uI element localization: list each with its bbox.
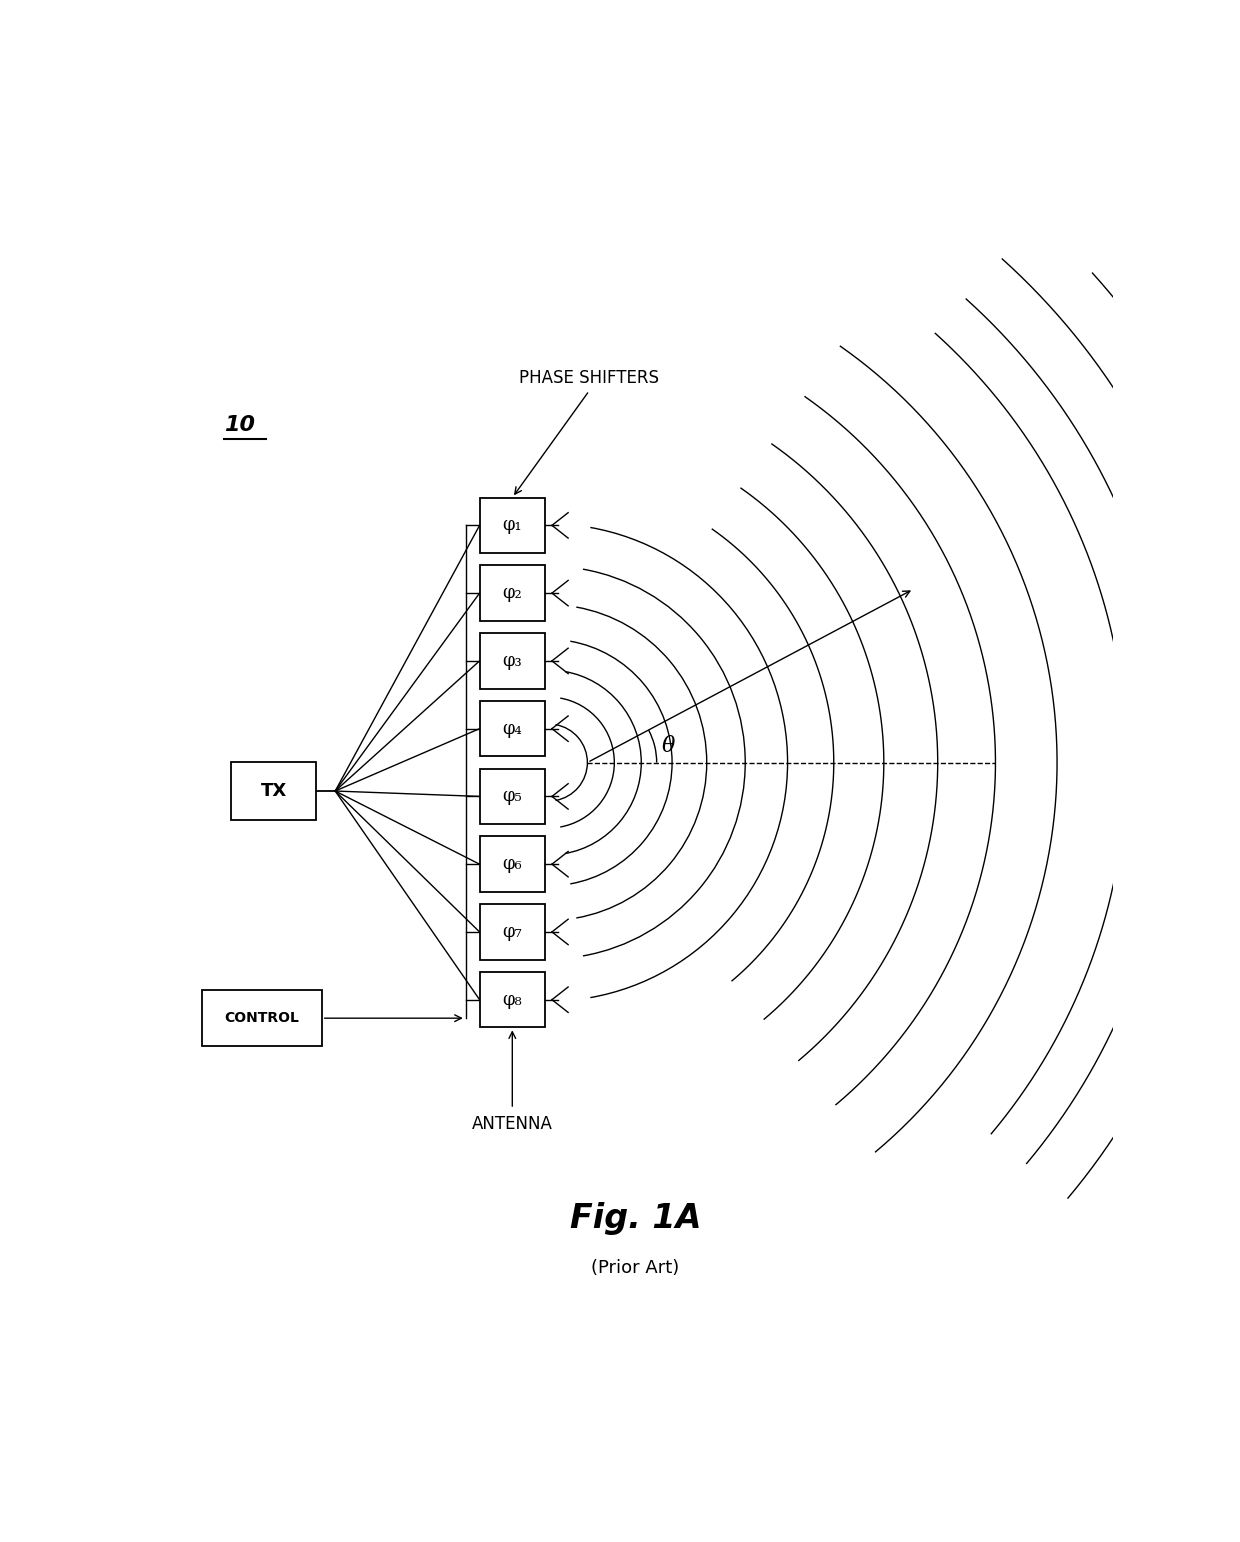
Text: PHASE SHIFTERS: PHASE SHIFTERS [520, 369, 660, 387]
Text: φ₆: φ₆ [502, 856, 522, 873]
Bar [480, 904, 546, 959]
Bar [480, 498, 546, 554]
Text: ANTENNA: ANTENNA [472, 1115, 553, 1133]
Bar [202, 990, 321, 1045]
Bar [480, 769, 546, 823]
Text: φ₁: φ₁ [502, 517, 522, 535]
Bar [480, 836, 546, 891]
Text: 10: 10 [223, 415, 254, 435]
Text: TX: TX [260, 782, 286, 800]
Text: φ₂: φ₂ [502, 584, 522, 601]
Text: φ₅: φ₅ [502, 788, 522, 805]
Bar [480, 702, 546, 757]
Text: φ₇: φ₇ [502, 924, 522, 941]
Text: φ₃: φ₃ [502, 652, 522, 669]
Text: φ₈: φ₈ [502, 990, 522, 1008]
Bar [480, 971, 546, 1027]
Text: φ₄: φ₄ [502, 720, 522, 737]
Text: Fig. 1A: Fig. 1A [569, 1201, 702, 1235]
Text: (Prior Art): (Prior Art) [591, 1260, 680, 1277]
Text: CONTROL: CONTROL [224, 1012, 300, 1025]
Bar [480, 634, 546, 689]
Bar [480, 566, 546, 621]
Bar [231, 762, 316, 820]
Text: θ: θ [661, 734, 675, 757]
